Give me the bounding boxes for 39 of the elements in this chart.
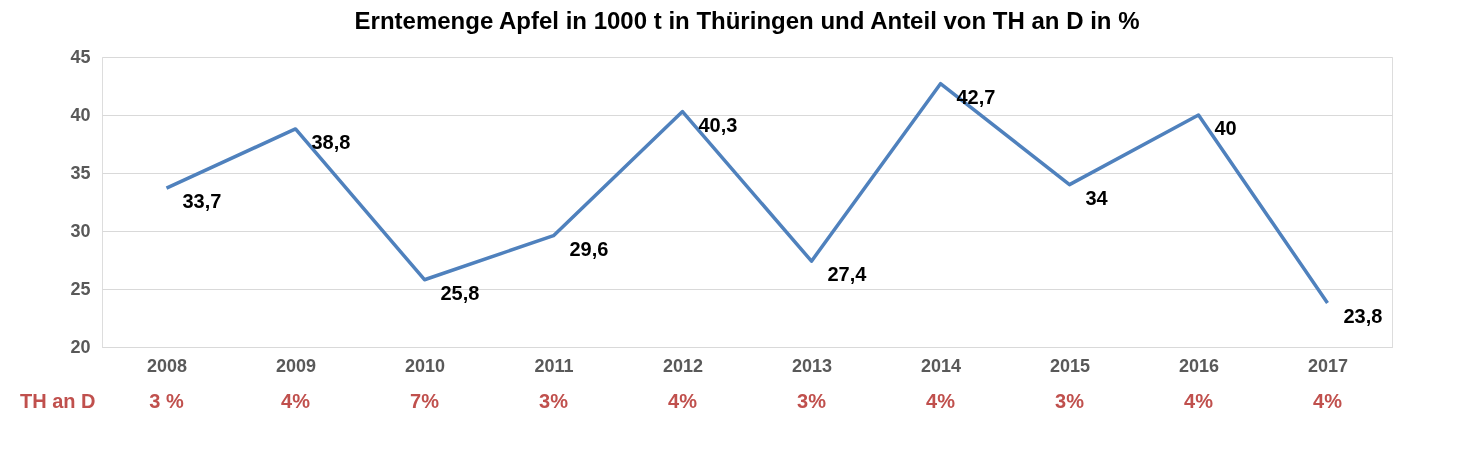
data-label: 29,6	[569, 237, 609, 260]
x-tick-label: 2015	[1049, 355, 1091, 376]
text: 3%	[539, 390, 569, 412]
text: 4%	[1184, 390, 1214, 412]
y-tick-label: 45	[70, 46, 91, 67]
y-tick-label: 35	[70, 162, 91, 183]
x-tick-label: 2010	[404, 355, 446, 376]
text: 4%	[668, 390, 698, 412]
data-label: 33,7	[182, 190, 222, 213]
x-tick-label: 2013	[791, 355, 833, 376]
y-tick-label: 30	[70, 220, 91, 241]
x-tick-label: 2009	[275, 355, 317, 376]
x-tick-label: 2008	[146, 355, 188, 376]
x-tick-label: 2017	[1307, 355, 1349, 376]
data-label: 25,8	[440, 281, 480, 304]
data-label: 42,7	[956, 85, 996, 108]
chart-title: Erntemenge Apfel in 1000 t in Thüringen und Anteil von TH an D in %	[354, 7, 1140, 34]
text: 4%	[926, 390, 956, 412]
data-label: 34	[1085, 186, 1109, 209]
text: 4%	[1313, 390, 1343, 412]
data-label: 40	[1214, 117, 1237, 139]
x-tick-label: 2014	[920, 355, 962, 376]
x-tick-label: 2016	[1178, 355, 1220, 376]
x-tick-label: 2012	[662, 355, 704, 376]
data-label: 23,8	[1343, 304, 1383, 327]
x-tick-label: 2011	[534, 355, 574, 376]
text: 4%	[281, 390, 311, 412]
y-tick-label: 25	[70, 278, 91, 299]
text: 7%	[410, 390, 440, 412]
line-series	[164, 81, 1330, 305]
y-tick-label: 20	[70, 336, 91, 357]
text: 3%	[797, 390, 827, 412]
y-tick-label: 40	[70, 104, 91, 125]
text: TH an D	[20, 390, 96, 412]
data-label: 27,4	[827, 263, 868, 286]
text: 3 %	[149, 390, 184, 412]
text: 3%	[1055, 390, 1085, 412]
data-label: 40,3	[698, 113, 738, 136]
data-label: 38,8	[311, 130, 351, 153]
